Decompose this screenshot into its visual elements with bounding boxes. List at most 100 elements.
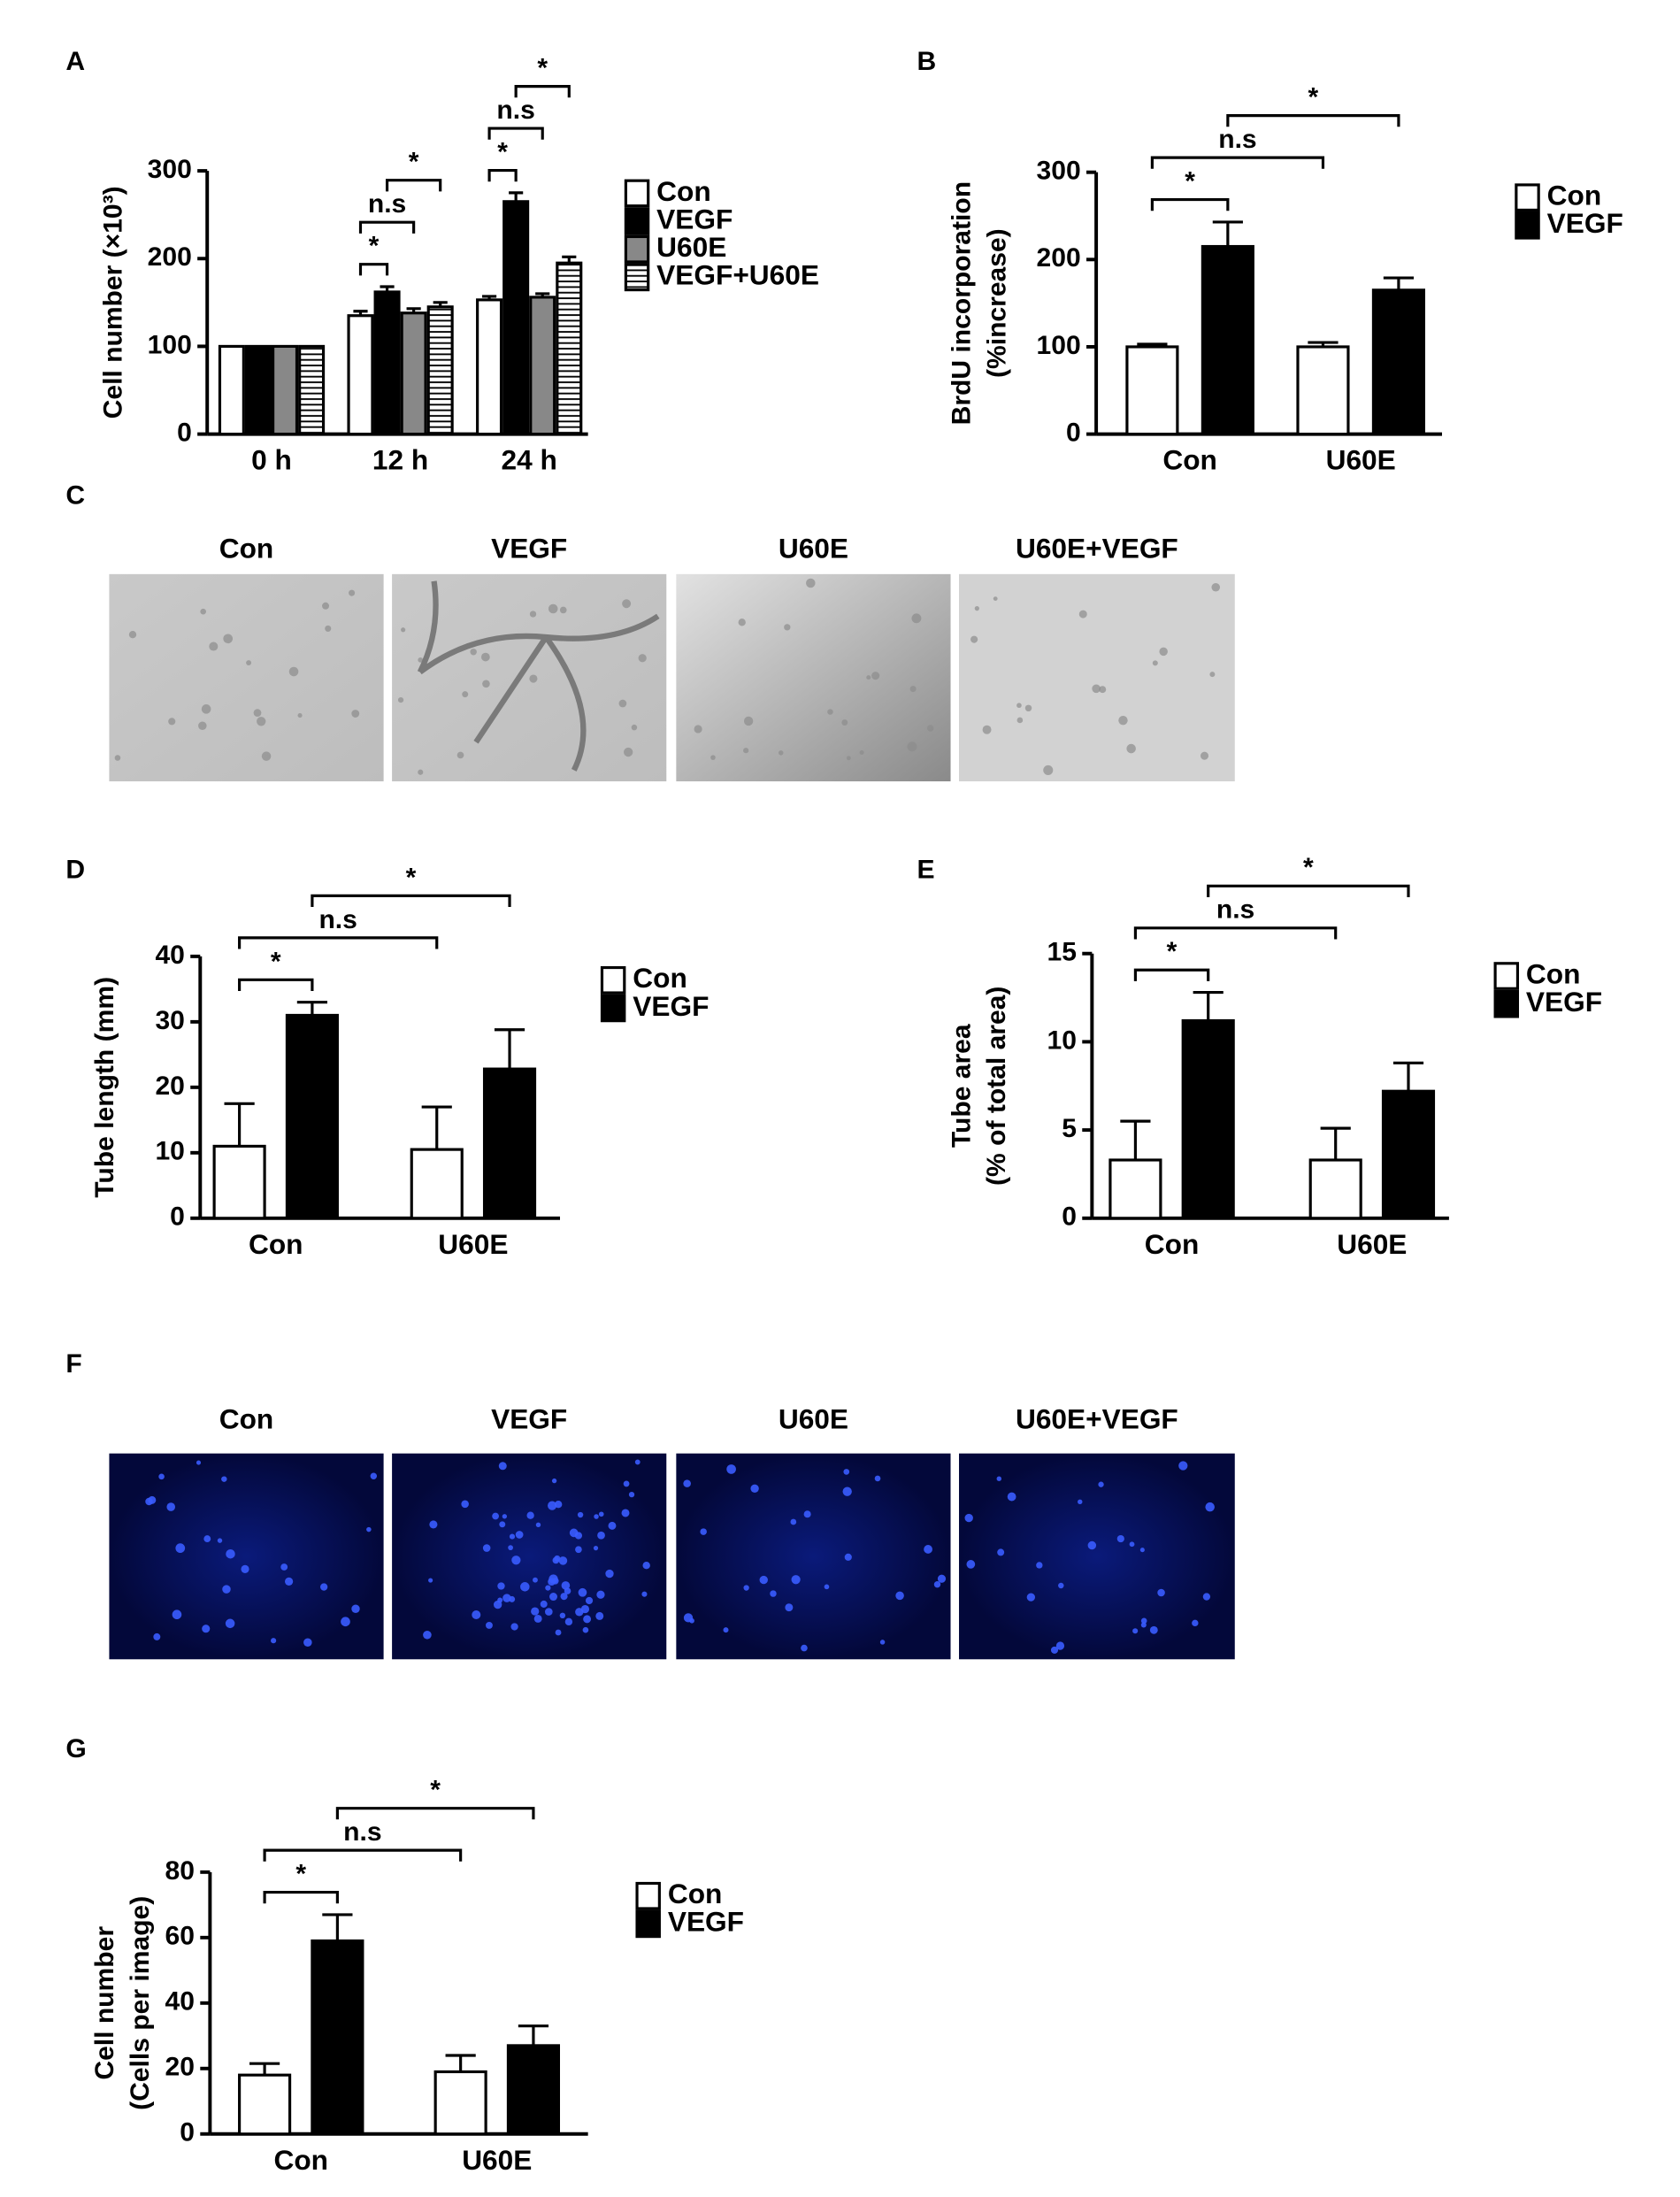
cell-dot	[874, 1475, 881, 1482]
cell-dot	[993, 596, 998, 602]
bar	[1308, 1158, 1362, 1220]
cell-dot	[683, 1479, 691, 1487]
x-tick-label: 12 h	[372, 444, 428, 476]
cell-dot	[284, 1577, 294, 1586]
cell-dot	[866, 675, 871, 680]
cell-dot	[201, 704, 211, 714]
y-tick-label: 20	[155, 1072, 184, 1101]
cell-dot	[575, 1546, 582, 1554]
cell-dot	[594, 1514, 599, 1519]
cell-dot	[280, 1563, 288, 1571]
legend-swatch	[1515, 183, 1540, 211]
significance-bracket	[1207, 884, 1410, 897]
cell-dot	[1098, 1481, 1104, 1487]
significance-label: *	[1167, 937, 1178, 966]
cell-dot	[533, 1577, 538, 1583]
micrograph	[959, 573, 1235, 782]
cell-dot	[575, 1608, 584, 1617]
cell-dot	[555, 1629, 562, 1636]
significance-bracket	[263, 1848, 463, 1862]
y-tick-label: 0	[1066, 419, 1081, 448]
cell-dot	[596, 1590, 605, 1599]
cell-dot	[605, 1569, 614, 1579]
x-tick-label: 0 h	[251, 444, 292, 476]
legend-swatch	[624, 234, 650, 264]
cell-dot	[482, 680, 490, 688]
micrograph	[392, 1453, 667, 1660]
cell-dot	[492, 1512, 499, 1520]
cell-dot	[700, 1528, 707, 1535]
cell-dot	[1078, 610, 1087, 618]
x-tick-label: U60E	[1337, 1228, 1407, 1260]
cell-dot	[529, 611, 537, 618]
y-tick-label: 100	[1037, 331, 1081, 360]
y-tick-label: 100	[148, 330, 192, 359]
cell-dot	[429, 1520, 438, 1529]
cell-dot	[1099, 686, 1107, 694]
cell-dot	[1139, 1548, 1145, 1553]
cell-dot	[456, 751, 464, 759]
significance-bracket	[358, 220, 416, 234]
significance-bracket	[487, 168, 518, 182]
cell-dot	[564, 1587, 572, 1594]
cell-dot	[1159, 647, 1168, 657]
legend-label: VEGF	[633, 990, 709, 1022]
bar	[212, 1144, 266, 1220]
cell-dot	[551, 1478, 557, 1484]
cell-dot	[582, 1626, 589, 1633]
cell-dot	[803, 1510, 811, 1518]
bar	[238, 2073, 292, 2136]
legend-label: Con	[633, 962, 687, 994]
micrograph	[109, 1453, 384, 1660]
significance-bracket	[1133, 926, 1338, 940]
cell-dot	[622, 599, 632, 609]
cell-dot	[569, 1528, 579, 1538]
cell-dot	[341, 1617, 350, 1627]
cell-dot	[1007, 1492, 1016, 1502]
cell-dot	[509, 1533, 516, 1540]
cell-dot	[778, 750, 784, 756]
cell-dot	[806, 578, 816, 588]
cell-dot	[166, 1502, 176, 1511]
cell-dot	[497, 1582, 505, 1590]
cell-dot	[297, 713, 303, 718]
cell-dot	[1149, 1625, 1158, 1634]
significance-bracket	[238, 936, 439, 949]
cell-dot	[824, 1584, 830, 1590]
cell-dot	[871, 672, 880, 680]
cell-dot	[485, 1621, 493, 1629]
error-bar	[1392, 1061, 1424, 1092]
cell-dot	[638, 654, 647, 663]
cell-dot	[461, 1500, 469, 1509]
cell-dot	[1016, 703, 1022, 709]
bar	[400, 311, 427, 436]
cell-dot	[202, 1625, 211, 1633]
cell-dot	[472, 1609, 481, 1620]
cell-dot	[493, 1600, 502, 1609]
bar	[410, 1148, 464, 1220]
cell-dot	[196, 1460, 202, 1465]
cell-dot	[349, 589, 356, 596]
image-label: Con	[219, 532, 274, 564]
cell-dot	[583, 1615, 592, 1624]
cell-dot	[529, 674, 538, 683]
cell-dot	[641, 1591, 648, 1597]
image-label: U60E+VEGF	[1016, 1403, 1178, 1435]
significance-label: n.s	[1216, 895, 1254, 925]
y-axis-label: Cell number	[90, 1926, 119, 2080]
cell-dot	[545, 1585, 551, 1591]
cell-dot	[1055, 1641, 1065, 1650]
cell-dot	[879, 1640, 886, 1645]
cell-dot	[533, 1614, 542, 1623]
cell-dot	[515, 1531, 524, 1539]
cell-dot	[1016, 717, 1024, 724]
significance-bracket	[238, 978, 314, 992]
cell-dot	[423, 1630, 432, 1640]
cell-dot	[418, 657, 424, 663]
cell-dot	[842, 1486, 852, 1496]
y-tick-label: 40	[165, 1987, 195, 2016]
cell-dot	[743, 716, 754, 726]
y-tick-label: 0	[177, 419, 192, 448]
error-bar	[249, 2062, 280, 2076]
error-bar	[296, 1001, 327, 1016]
